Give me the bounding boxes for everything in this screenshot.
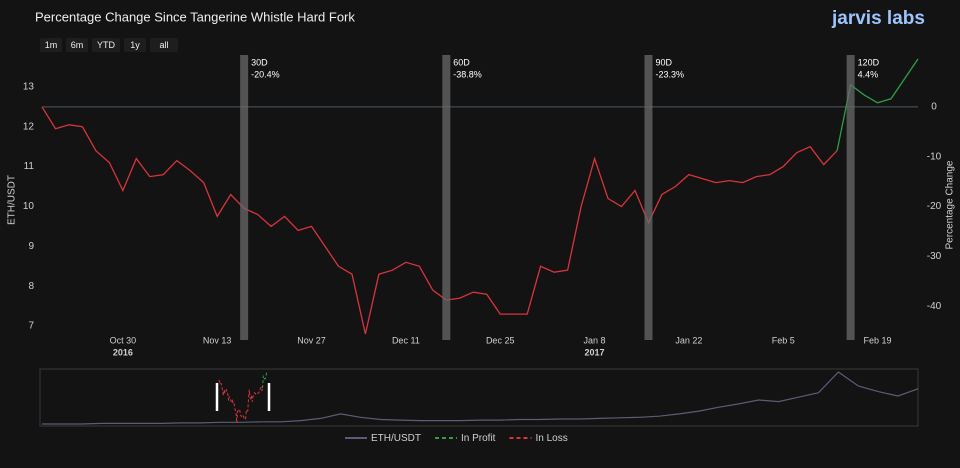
range-button-bg[interactable] <box>150 38 178 52</box>
legend-label[interactable]: ETH/USDT <box>371 433 421 444</box>
marker-value: -20.4% <box>251 69 280 79</box>
x-tick-label: Dec 11 <box>392 335 420 345</box>
x-year-label: 2016 <box>113 347 133 357</box>
range-button-bg[interactable] <box>124 38 146 52</box>
marker-label: 90D <box>655 57 672 67</box>
x-tick-label: Dec 25 <box>486 335 515 345</box>
range-button[interactable]: all <box>159 40 168 50</box>
navigator-line <box>42 371 919 425</box>
y2-tick-label: -30 <box>927 251 942 262</box>
x-tick-label: Nov 27 <box>297 335 326 345</box>
navigator-mini-line <box>262 370 268 389</box>
marker-value: -23.3% <box>655 69 684 79</box>
chart-title: Percentage Change Since Tangerine Whistl… <box>35 9 355 24</box>
range-button[interactable]: 6m <box>71 40 84 50</box>
y-tick-label: 10 <box>23 201 35 212</box>
marker-bar <box>846 55 855 340</box>
y-tick-label: 8 <box>28 281 34 292</box>
legend-label[interactable]: In Profit <box>461 433 496 444</box>
marker-bar <box>644 55 653 340</box>
range-button-bg[interactable] <box>40 38 62 52</box>
marker-bar <box>442 55 451 340</box>
x-tick-label: Jan 22 <box>675 335 702 345</box>
y2-axis-title: Percentage Change <box>945 160 956 249</box>
range-button-bg[interactable] <box>66 38 88 52</box>
legend-label[interactable]: In Loss <box>535 433 567 444</box>
marker-value: -38.8% <box>453 69 482 79</box>
y2-tick-label: 0 <box>931 101 937 112</box>
navigator-frame <box>39 368 919 427</box>
marker-label: 30D <box>251 57 268 67</box>
y-tick-label: 9 <box>28 241 34 252</box>
navigator-mini-line <box>218 379 264 423</box>
range-button[interactable]: 1m <box>45 40 58 50</box>
range-button[interactable]: YTD <box>97 40 116 50</box>
range-button-bg[interactable] <box>92 38 120 52</box>
marker-label: 60D <box>453 57 470 67</box>
y2-tick-label: -20 <box>927 201 942 212</box>
range-button[interactable]: 1y <box>130 40 140 50</box>
y2-tick-label: -10 <box>927 151 942 162</box>
y-axis-title: ETH/USDT <box>7 175 18 225</box>
y-tick-label: 7 <box>28 321 34 332</box>
price-line <box>41 106 838 335</box>
x-year-label: 2017 <box>585 347 605 357</box>
y-tick-label: 13 <box>23 82 35 93</box>
y-tick-label: 12 <box>23 121 35 132</box>
x-tick-label: Feb 19 <box>864 335 892 345</box>
marker-bar <box>240 55 249 340</box>
x-tick-label: Nov 13 <box>203 335 232 345</box>
x-tick-label: Jan 8 <box>584 335 606 345</box>
x-tick-label: Oct 30 <box>110 335 137 345</box>
marker-value: 4.4% <box>858 69 879 79</box>
marker-label: 120D <box>858 57 880 67</box>
x-tick-label: Feb 5 <box>772 335 795 345</box>
logo: jarvis labs <box>831 8 925 29</box>
y-tick-label: 11 <box>24 161 35 172</box>
y2-tick-label: -40 <box>927 301 942 312</box>
